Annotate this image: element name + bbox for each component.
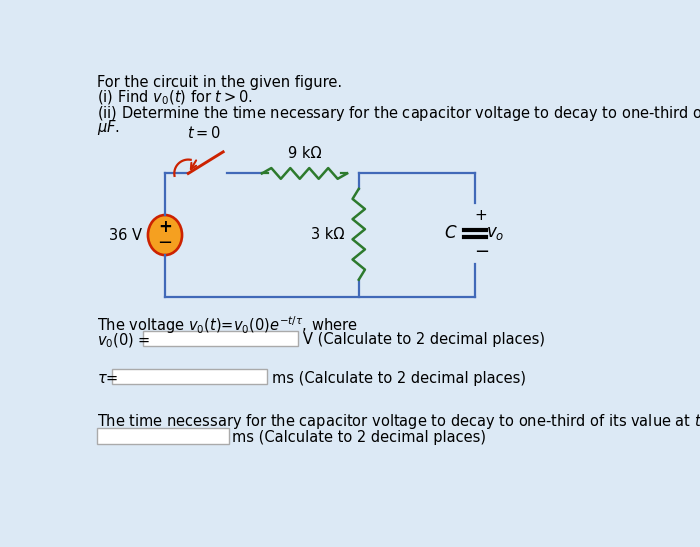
Text: The voltage $v_0(t)$=$v_0(0)e^{-t/\tau}$, where: The voltage $v_0(t)$=$v_0(0)e^{-t/\tau}$…	[97, 315, 358, 336]
Text: For the circuit in the given figure.: For the circuit in the given figure.	[97, 75, 342, 90]
Text: $C$: $C$	[444, 225, 458, 242]
Text: $\mu F$.: $\mu F$.	[97, 118, 120, 137]
Text: $t=0$: $t=0$	[187, 125, 220, 141]
Text: −: −	[158, 234, 173, 252]
Text: $\tau$=: $\tau$=	[97, 370, 118, 386]
Text: $v_o$: $v_o$	[486, 225, 504, 242]
Text: 3 kΩ: 3 kΩ	[312, 227, 345, 242]
Text: +: +	[158, 218, 172, 236]
Text: ms (Calculate to 2 decimal places): ms (Calculate to 2 decimal places)	[232, 430, 486, 445]
Ellipse shape	[148, 215, 182, 255]
Text: (i) Find $v_0(t)$ for $t > 0$.: (i) Find $v_0(t)$ for $t > 0$.	[97, 89, 253, 107]
FancyBboxPatch shape	[112, 369, 267, 385]
Text: 9 kΩ: 9 kΩ	[288, 146, 321, 161]
Text: (ii) Determine the time necessary for the capacitor voltage to decay to one-thir: (ii) Determine the time necessary for th…	[97, 104, 700, 123]
Text: 36 V: 36 V	[108, 228, 141, 242]
Text: ms (Calculate to 2 decimal places): ms (Calculate to 2 decimal places)	[272, 370, 526, 386]
Text: +: +	[475, 207, 488, 223]
Text: V (Calculate to 2 decimal places): V (Calculate to 2 decimal places)	[303, 332, 545, 347]
Text: $v_0(0)$ =: $v_0(0)$ =	[97, 332, 150, 351]
Text: −: −	[474, 243, 489, 261]
Text: The time necessary for the capacitor voltage to decay to one-third of its value : The time necessary for the capacitor vol…	[97, 412, 700, 431]
FancyBboxPatch shape	[97, 428, 228, 444]
FancyBboxPatch shape	[144, 330, 298, 346]
